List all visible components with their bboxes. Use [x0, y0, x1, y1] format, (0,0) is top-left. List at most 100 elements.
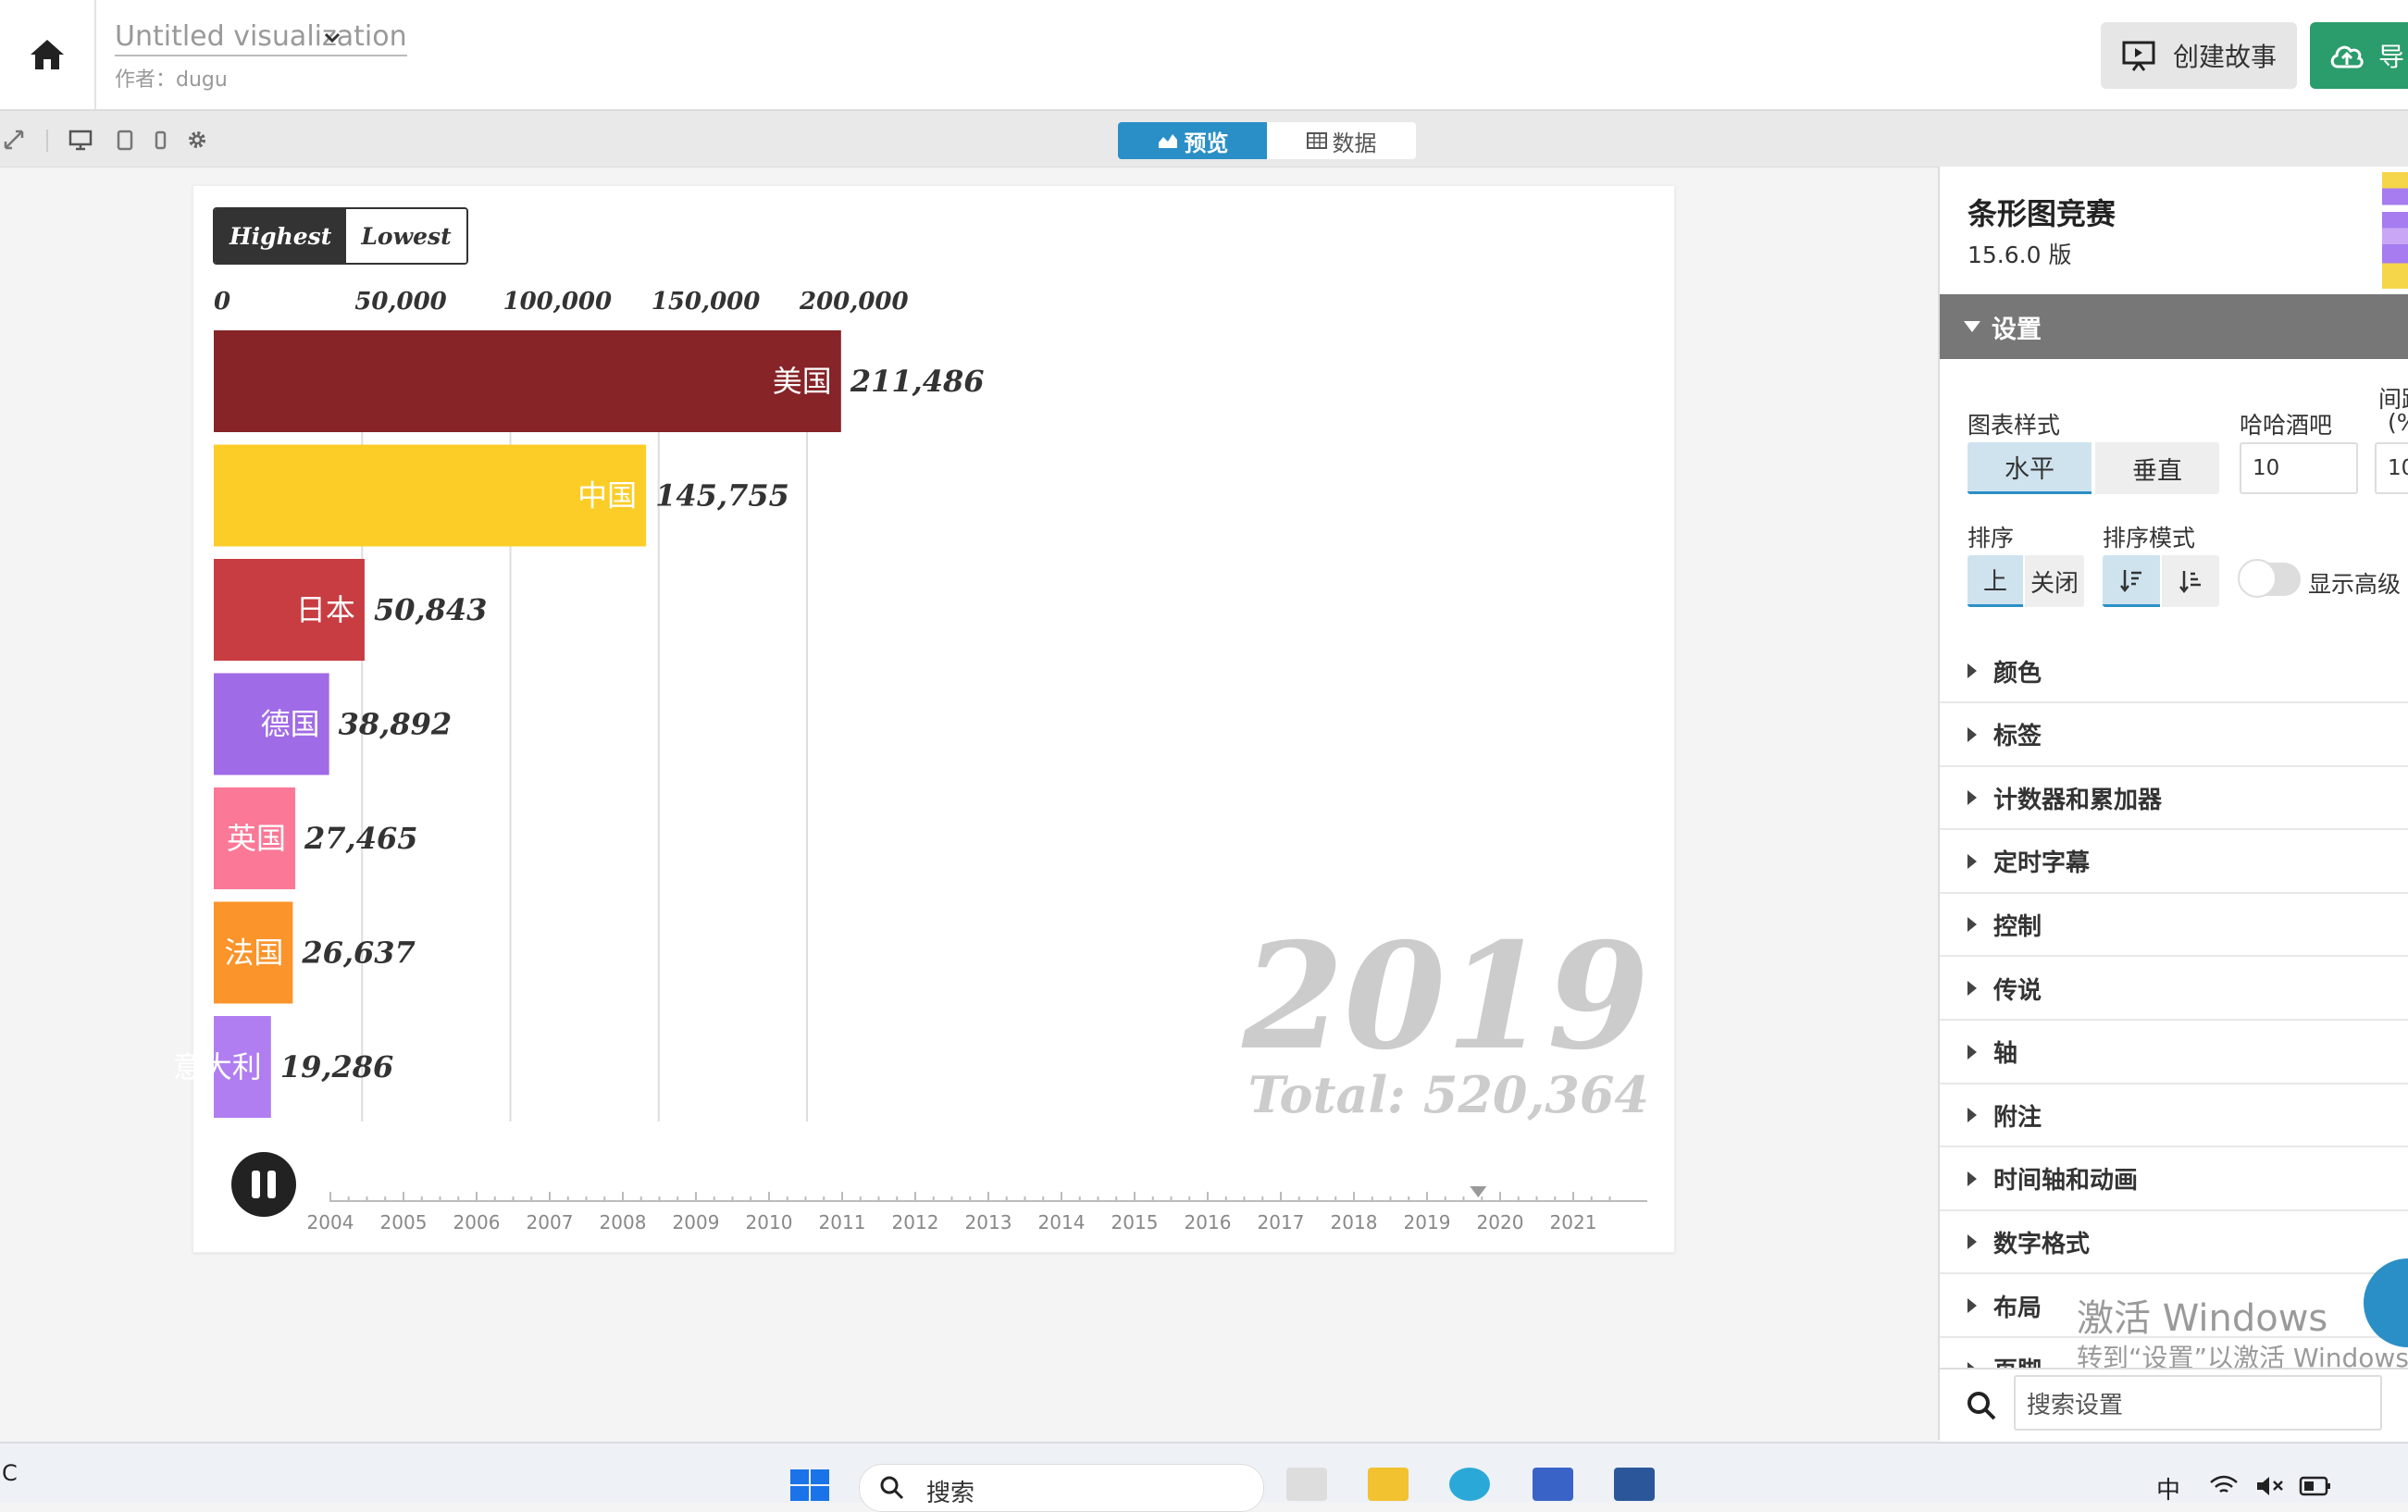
settings-section-item[interactable]: 计数器和累加器: [1940, 767, 2408, 831]
caret-right-icon: [1967, 663, 1977, 678]
taskbar-search-icon: [880, 1476, 904, 1500]
settings-section-header[interactable]: 设置: [1940, 294, 2408, 359]
sort-off-button[interactable]: 关闭: [2025, 555, 2084, 607]
highest-button[interactable]: Highest: [215, 209, 347, 263]
phone-icon[interactable]: [148, 128, 172, 152]
sort-descending-button[interactable]: [2103, 555, 2160, 607]
gear-icon[interactable]: [185, 128, 209, 152]
timeline-year-label: 2015: [1111, 1211, 1159, 1233]
bar-value-label: 211,486: [850, 364, 985, 399]
bar-value-label: 19,286: [280, 1049, 393, 1084]
store-icon[interactable]: [1533, 1468, 1573, 1501]
create-story-button[interactable]: 创建故事: [2101, 22, 2297, 89]
search-icon: [1967, 1392, 1996, 1420]
settings-section-label: 计数器和累加器: [1993, 786, 2163, 814]
caret-right-icon: [1967, 1108, 1977, 1123]
caret-right-icon: [1967, 1171, 1977, 1186]
toolbar-divider: [46, 130, 48, 152]
bar: [214, 901, 293, 1004]
x-axis-labels: 0 50,000 100,000 150,000 200,000: [214, 288, 909, 316]
home-button[interactable]: [0, 0, 96, 109]
timeline-year-label: 2005: [380, 1211, 428, 1233]
pause-button[interactable]: [231, 1152, 296, 1217]
advanced-toggle-switch[interactable]: [2238, 559, 2301, 598]
settings-section-label: 标签: [1993, 723, 2042, 751]
settings-section-item[interactable]: 颜色: [1940, 640, 2408, 703]
wifi-icon[interactable]: [2208, 1473, 2240, 1499]
author-label: 作者：dugu: [115, 68, 228, 92]
timeline-year-label: 2009: [673, 1211, 720, 1233]
bars-count-input[interactable]: 10: [2240, 442, 2358, 494]
settings-section-label: 传说: [1993, 976, 2042, 1005]
chevron-down-icon[interactable]: [320, 26, 344, 50]
sort-toggle: 上 关闭: [1967, 555, 2084, 607]
template-thumbnail[interactable]: [2382, 172, 2408, 289]
timeline-year-label: 2020: [1477, 1211, 1524, 1233]
timeline-year-label: 2010: [746, 1211, 793, 1233]
settings-section-item[interactable]: 控制: [1940, 894, 2408, 958]
caret-right-icon: [1967, 1298, 1977, 1313]
expand-icon[interactable]: [2, 128, 26, 152]
settings-search-input[interactable]: 搜索设置: [2014, 1375, 2382, 1431]
sort-ascending-button[interactable]: [2162, 555, 2219, 607]
bar: [214, 787, 296, 889]
settings-section-item[interactable]: 布局: [1940, 1275, 2408, 1338]
volume-muted-icon[interactable]: [2254, 1473, 2286, 1499]
chart-style-toggle: 水平 垂直: [1967, 442, 2219, 494]
bar-label: 中国: [577, 478, 637, 514]
sort-descending-icon: [2120, 569, 2141, 592]
taskbar-search-box[interactable]: 搜索: [859, 1464, 1264, 1512]
timeline-year-label: 2012: [892, 1211, 939, 1233]
bar-label: 德国: [261, 707, 320, 742]
ime-indicator[interactable]: 中: [2156, 1477, 2181, 1505]
settings-section-item[interactable]: 轴: [1940, 1022, 2408, 1084]
area-chart-icon: [1158, 134, 1177, 148]
settings-section-label: 附注: [1993, 1103, 2042, 1132]
lowest-button[interactable]: Lowest: [346, 209, 466, 263]
caret-right-icon: [1967, 1234, 1977, 1250]
gap-input[interactable]: 10: [2375, 442, 2408, 494]
timeline-year-label: 2017: [1258, 1211, 1305, 1233]
windows-logo-icon: [790, 1469, 829, 1501]
style-vertical-button[interactable]: 垂直: [2095, 442, 2219, 494]
settings-panel: [1938, 167, 2408, 1440]
settings-section-item[interactable]: 传说: [1940, 958, 2408, 1021]
timeline-year-label: 2008: [600, 1211, 647, 1233]
bar-value-label: 38,892: [339, 707, 452, 742]
export-button[interactable]: 导: [2310, 22, 2408, 89]
settings-section-item[interactable]: 定时字幕: [1940, 831, 2408, 894]
desktop-icon[interactable]: [68, 128, 93, 152]
file-explorer-icon[interactable]: [1368, 1468, 1409, 1501]
caret-right-icon: [1967, 981, 1977, 996]
sort-mode-toggle: [2103, 555, 2219, 607]
sort-on-button[interactable]: 上: [1967, 555, 2023, 607]
settings-section-item[interactable]: 数字格式: [1940, 1211, 2408, 1275]
timeline: 2004 2005 2006 2007 2008 2009 2010 2011 2012 2013…: [307, 1186, 1647, 1233]
bar: [214, 1016, 271, 1118]
taskbar-search-placeholder: 搜索: [926, 1480, 975, 1507]
bar: [214, 444, 647, 547]
pause-icon-bar-right: [267, 1171, 276, 1198]
caret-down-icon: [1964, 321, 1980, 332]
settings-section-label: 控制: [1993, 912, 2042, 941]
timeline-year-label: 2019: [1404, 1211, 1451, 1233]
bar-label: 意大利: [173, 1049, 262, 1084]
x-tick-label: 50,000: [354, 288, 447, 316]
bar-value-label: 50,843: [374, 592, 487, 627]
settings-section-item[interactable]: 时间轴和动画: [1940, 1148, 2408, 1211]
style-horizontal-button[interactable]: 水平: [1967, 442, 2091, 494]
visualization-title[interactable]: Untitled visualization: [115, 20, 407, 56]
edge-browser-icon[interactable]: [1449, 1468, 1490, 1501]
battery-icon[interactable]: [2299, 1475, 2332, 1497]
word-icon[interactable]: [1614, 1468, 1655, 1501]
task-view-app-icon[interactable]: [1286, 1468, 1327, 1501]
settings-section-item[interactable]: 标签: [1940, 704, 2408, 767]
settings-section-label: 设置: [1992, 315, 2042, 344]
settings-section-item[interactable]: 附注: [1940, 1084, 2408, 1148]
current-year-label: 2019: [1241, 911, 1649, 1083]
start-button[interactable]: [788, 1468, 831, 1501]
tablet-icon[interactable]: [113, 128, 137, 152]
bar-value-label: 27,465: [304, 821, 417, 856]
tab-data[interactable]: 数据: [1267, 122, 1416, 159]
tab-preview[interactable]: 预览: [1118, 122, 1267, 159]
